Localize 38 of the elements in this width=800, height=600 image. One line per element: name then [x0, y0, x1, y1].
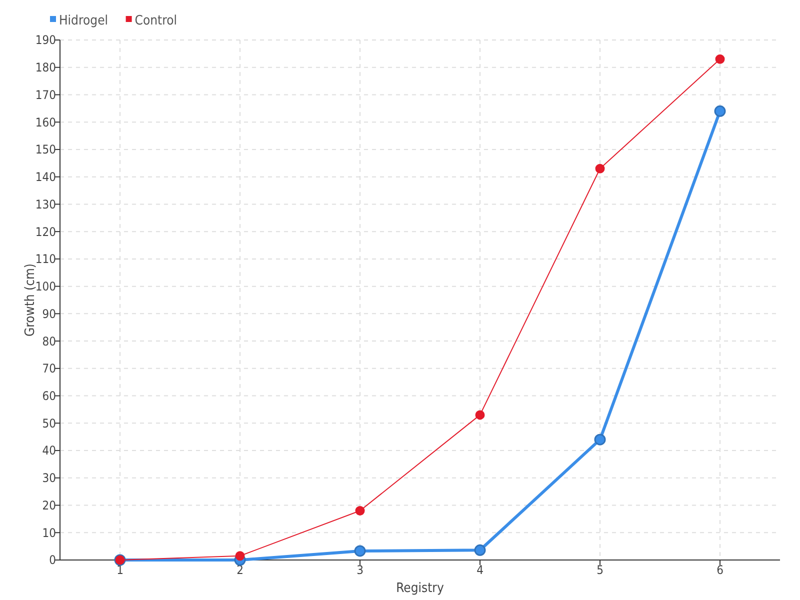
x-axis-title: Registry: [396, 581, 444, 596]
point: [355, 506, 365, 516]
x-tick-label: 4: [476, 563, 484, 577]
point: [715, 54, 725, 64]
y-tick-label: 40: [42, 444, 56, 458]
y-tick-label: 120: [35, 224, 56, 239]
y-tick-label: 70: [42, 362, 56, 376]
x-tick-label: 1: [116, 563, 124, 577]
y-tick-label: 190: [35, 33, 56, 48]
y-tick-label: 0: [49, 553, 56, 568]
y-tick-label: 110: [35, 252, 56, 266]
point: [354, 545, 366, 557]
point: [475, 410, 485, 420]
y-tick-label: 50: [42, 416, 56, 430]
legend-label: Hidrogel: [59, 14, 108, 29]
x-tick-label: 6: [716, 563, 724, 577]
legend-label: Control: [134, 14, 178, 29]
y-tick-label: 10: [42, 526, 56, 540]
point: [474, 544, 486, 556]
y-tick-label: 160: [35, 115, 56, 130]
y-axis-title: Growth (cm): [23, 264, 38, 336]
y-tick-label: 20: [42, 498, 56, 512]
y-tick-label: 60: [42, 388, 56, 403]
point: [594, 434, 606, 446]
y-tick-label: 130: [35, 197, 56, 212]
point: [714, 105, 726, 117]
y-tick-label: 150: [35, 142, 56, 157]
point: [235, 551, 245, 561]
y-tick-label: 90: [42, 306, 56, 321]
y-tick-label: 100: [35, 280, 56, 294]
y-tick-label: 170: [35, 88, 56, 102]
y-tick-label: 80: [42, 334, 56, 348]
x-tick-label: 3: [356, 563, 364, 577]
x-tick-label: 5: [596, 563, 604, 577]
point: [595, 164, 605, 174]
y-tick-label: 180: [35, 60, 56, 75]
y-tick-label: 30: [42, 471, 56, 486]
y-tick-label: 140: [35, 170, 56, 184]
